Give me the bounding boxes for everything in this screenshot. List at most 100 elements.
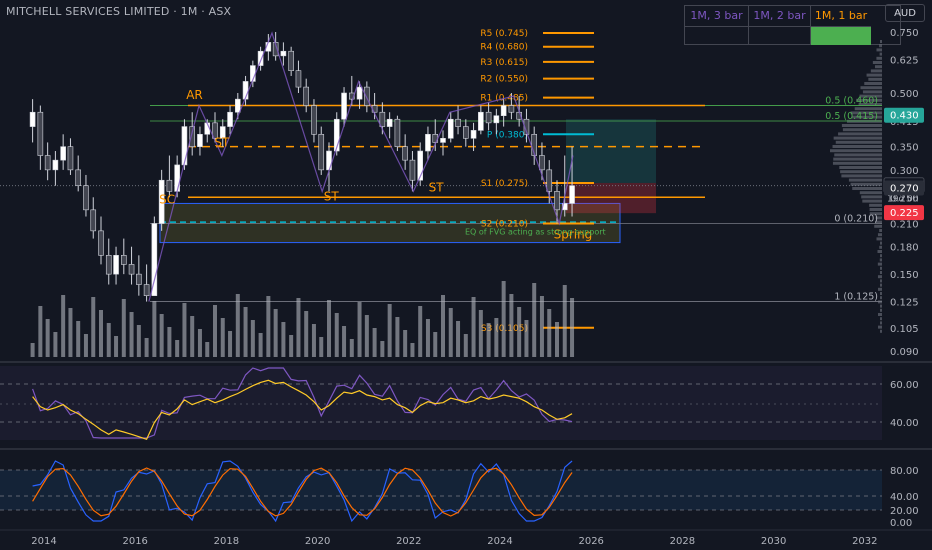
volume-bar bbox=[547, 309, 552, 357]
candle-body bbox=[386, 118, 393, 127]
rsi-tick-label: 40.00 bbox=[890, 418, 919, 429]
volume-bar bbox=[99, 310, 103, 357]
volume-bar bbox=[235, 294, 240, 357]
volume-profile-bar bbox=[880, 40, 882, 43]
volume-profile-bar bbox=[862, 90, 882, 94]
volume-bar bbox=[220, 318, 225, 357]
stoch-pane bbox=[0, 460, 882, 523]
volume-bar bbox=[327, 300, 331, 357]
volume-profile-bar bbox=[877, 313, 882, 316]
price-tick-label: 0.500 bbox=[890, 89, 919, 100]
rsi-tick-label: 60.00 bbox=[890, 380, 919, 391]
volume-bar bbox=[152, 301, 157, 357]
volume-bar bbox=[175, 340, 180, 357]
rsi-pane bbox=[0, 366, 882, 441]
volume-bar bbox=[205, 342, 210, 357]
volume-profile-bar bbox=[877, 250, 882, 253]
candle-body bbox=[181, 126, 188, 166]
volume-profile-bar bbox=[869, 203, 882, 207]
volume-bar bbox=[319, 337, 324, 357]
candle-body bbox=[174, 164, 180, 192]
candle-body bbox=[311, 105, 317, 135]
volume-bar bbox=[76, 321, 81, 357]
time-tick-label: 2014 bbox=[31, 536, 56, 547]
wyckoff-structure-line bbox=[148, 31, 574, 302]
volume-profile-bar bbox=[833, 136, 882, 140]
volume-profile-bar bbox=[879, 271, 882, 274]
pivot-label: S2 (0.210) bbox=[481, 220, 528, 230]
candle-body bbox=[303, 86, 310, 106]
volume-bar bbox=[197, 329, 202, 357]
timeframe-3bar[interactable]: 1M, 3 bar bbox=[685, 6, 749, 26]
volume-bar bbox=[494, 318, 499, 357]
volume-bar bbox=[83, 334, 88, 357]
volume-bar bbox=[228, 331, 233, 357]
volume-profile-bar bbox=[880, 292, 882, 295]
volume-bar bbox=[418, 306, 423, 357]
candle-body bbox=[508, 105, 515, 113]
volume-profile-bar bbox=[880, 266, 882, 270]
volume-bar bbox=[296, 298, 301, 357]
price-badge bbox=[884, 107, 924, 123]
volume-profile-bar bbox=[879, 245, 882, 249]
pivot-label: P (0.380) bbox=[487, 130, 528, 140]
currency-button[interactable]: AUD bbox=[885, 4, 925, 22]
candle-body bbox=[455, 118, 461, 127]
pivot-label: S1 (0.275) bbox=[481, 179, 528, 189]
volume-bar bbox=[372, 328, 377, 357]
volume-bar bbox=[182, 303, 187, 357]
pivot-label: R2 (0.550) bbox=[480, 75, 528, 85]
volume-profile-bar bbox=[839, 166, 882, 169]
candle-body bbox=[402, 146, 408, 161]
timeframe-2bar[interactable]: 1M, 2 bar bbox=[749, 6, 811, 26]
price-badge-label: 0.225 bbox=[890, 208, 919, 219]
timeframe-1bar[interactable]: 1M, 1 bar bbox=[814, 9, 868, 22]
volume-profile-bar bbox=[874, 224, 882, 228]
price-tick-label: 0.750 bbox=[890, 28, 919, 39]
wyckoff-label: AR bbox=[186, 88, 203, 102]
volume-bar bbox=[509, 294, 514, 357]
volume-profile-bar bbox=[879, 296, 882, 300]
time-tick-label: 2030 bbox=[761, 536, 786, 547]
candle-body bbox=[105, 255, 112, 275]
volume-bar bbox=[311, 324, 316, 357]
candle-body bbox=[158, 179, 165, 224]
volume-profile-bar bbox=[879, 283, 882, 287]
volume-profile-bar bbox=[880, 317, 882, 321]
volume-profile-bar bbox=[880, 254, 882, 258]
candle-body bbox=[379, 111, 386, 127]
volume-bar bbox=[53, 332, 58, 357]
stoch-tick-label: 40.00 bbox=[890, 492, 919, 503]
wyckoff-label: ST bbox=[214, 136, 230, 150]
volume-bar bbox=[334, 313, 339, 357]
candle-body bbox=[356, 86, 363, 100]
volume-profile-bar bbox=[852, 187, 882, 190]
candle-body bbox=[539, 155, 545, 171]
stoch-k-line bbox=[32, 460, 573, 523]
volume-profile-bar bbox=[877, 287, 882, 291]
volume-profile-bar bbox=[869, 208, 882, 211]
volume-profile-bar bbox=[879, 44, 882, 48]
price-tick-label: 0.625 bbox=[890, 55, 919, 66]
timeframe-table: 1M, 3 bar 1M, 2 bar 1M, 1 bar bbox=[684, 5, 901, 45]
volume-profile-bar bbox=[854, 107, 882, 111]
volume-bar bbox=[456, 321, 461, 357]
candle-body bbox=[151, 223, 158, 296]
candle-body bbox=[425, 133, 431, 152]
volume-profile-bar bbox=[862, 199, 882, 203]
candle-body bbox=[485, 111, 492, 124]
target-zone bbox=[566, 119, 656, 183]
price-badge bbox=[884, 205, 924, 221]
candle-body bbox=[546, 169, 553, 192]
volume-profile-bar bbox=[834, 153, 882, 157]
volume-profile-bar bbox=[833, 157, 882, 161]
candle-body bbox=[29, 111, 36, 127]
volume-bar bbox=[478, 310, 483, 357]
volume-profile-bar bbox=[877, 275, 882, 279]
candle-body bbox=[470, 130, 477, 139]
volume-bar bbox=[387, 304, 392, 357]
candle-body bbox=[121, 255, 127, 265]
price-tick-label: 0.210 bbox=[890, 220, 919, 231]
volume-bar bbox=[304, 311, 309, 357]
